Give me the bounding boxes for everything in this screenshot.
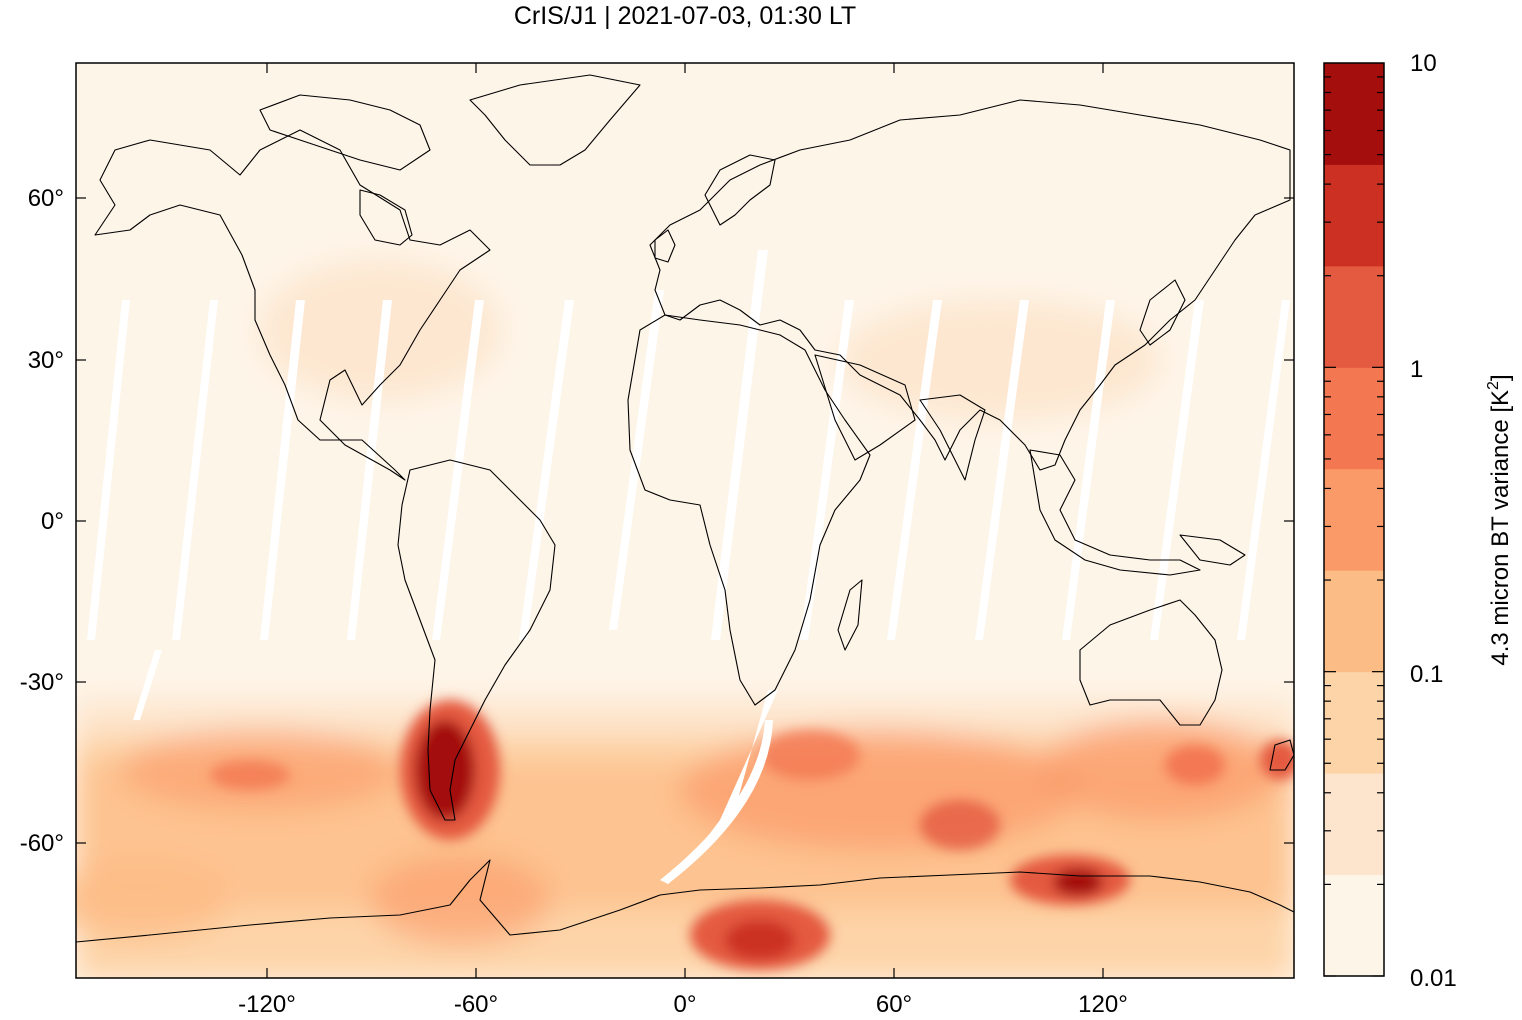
- coastline-new-guinea: [1179, 534, 1246, 566]
- colorbar-tick-label: 0.1: [1410, 661, 1443, 688]
- coastlines: [76, 74, 1294, 943]
- colorbar-swatch: [1324, 63, 1384, 165]
- field-patch-asia: [840, 300, 1160, 420]
- colorbar-label-main: 4.3 micron BT variance [K: [1487, 390, 1514, 666]
- colorbar-tick-label: 10: [1410, 50, 1437, 77]
- colorbar-tick-label: 0.01: [1410, 965, 1457, 992]
- colorbar-swatch: [1324, 468, 1384, 571]
- orbit-gap: [1150, 300, 1204, 640]
- coastline-africa: [627, 314, 871, 706]
- colorbar-label-sup: 2: [1485, 381, 1502, 390]
- variance-hotspots: [210, 700, 1294, 970]
- colorbar-ticks: [1324, 76, 1384, 977]
- field-patch-australia-south: [1040, 720, 1280, 820]
- field-patch-ross-sea: [76, 860, 230, 940]
- lon-tick-label: -60°: [454, 991, 498, 1018]
- coastline-southeast-asia: [1029, 449, 1201, 576]
- coastline-india: [919, 394, 986, 481]
- colorbar-swatch: [1324, 874, 1384, 977]
- longitude-axis: -120° -60° 0° 60° 120°: [238, 991, 1128, 1018]
- lat-tick-label: 60°: [28, 185, 64, 212]
- lon-tick-label: 60°: [876, 991, 912, 1018]
- hotspot-tasmania: [1165, 745, 1225, 785]
- coastline-greenland: [469, 74, 641, 166]
- colorbar-swatch: [1324, 265, 1384, 368]
- colorbar-tick-label: 1: [1410, 356, 1423, 383]
- orbit-gap: [172, 300, 218, 640]
- latitude-axis: 60° 30° 0° -30° -60°: [20, 185, 64, 857]
- orbit-gap: [609, 290, 664, 630]
- orbit-gap: [1062, 300, 1115, 640]
- map-title: CrIS/J1 | 2021-07-03, 01:30 LT: [514, 2, 856, 30]
- map-frame: [75, 62, 1295, 979]
- orbit-gap: [1237, 300, 1290, 640]
- orbit-gap: [519, 300, 574, 640]
- hotspot-40e: [760, 730, 860, 780]
- colorbar: 10 1 0.1 0.01 4.3 micron BT variance [K2…: [1323, 50, 1514, 992]
- colorbar-swatch: [1324, 773, 1384, 876]
- coastline-australia: [1079, 599, 1223, 726]
- hotspot-patagonia: [415, 720, 475, 820]
- coastline-antarctica: [76, 859, 1294, 943]
- coastline-madagascar: [837, 579, 863, 651]
- map-plot-area: [76, 63, 1294, 978]
- colorbar-label-close: ]: [1487, 374, 1514, 381]
- colorbar-swatch: [1324, 367, 1384, 470]
- colorbar-label: 4.3 micron BT variance [K2]: [1485, 374, 1514, 665]
- lat-tick-label: 30°: [28, 347, 64, 374]
- colorbar-swatch: [1324, 570, 1384, 673]
- orbit-gap: [432, 300, 484, 640]
- lon-tick-label: 0°: [674, 991, 697, 1018]
- coastline-north-america: [94, 129, 491, 481]
- orbit-gap: [133, 650, 162, 720]
- colorbar-swatch: [1324, 671, 1384, 774]
- orbit-gap: [887, 300, 942, 640]
- lat-tick-label: -30°: [20, 669, 64, 696]
- coastline-new-zealand: [1269, 739, 1294, 771]
- orbit-gap: [711, 250, 768, 640]
- coastline-hudson-bay: [359, 189, 413, 246]
- colorbar-swatches: [1324, 63, 1384, 977]
- lat-tick-label: -60°: [20, 830, 64, 857]
- lon-tick-label: -120°: [238, 991, 296, 1018]
- coastline-canadian-arctic: [259, 94, 431, 171]
- hotspot-20e: [725, 920, 795, 960]
- coastline-scandinavia: [704, 154, 776, 226]
- orbit-gap-southern: [670, 690, 778, 880]
- orbit-gap: [260, 300, 305, 640]
- hotspot-east-antarctica: [1053, 868, 1103, 896]
- coastline-eurasia: [649, 99, 1291, 471]
- colorbar-swatch: [1324, 164, 1384, 267]
- hotspot-120w: [210, 760, 290, 790]
- colorbar-frame: [1323, 62, 1385, 977]
- hotspot-85e: [920, 800, 1000, 850]
- lon-tick-label: 120°: [1078, 991, 1128, 1018]
- orbit-gap: [800, 300, 854, 640]
- inner-ticks: [76, 63, 1294, 978]
- coastline-british-isles: [654, 229, 676, 263]
- lat-tick-label: 0°: [41, 508, 64, 535]
- coastline-japan: [1139, 279, 1186, 346]
- orbit-gap: [87, 300, 130, 640]
- coastline-south-america: [397, 459, 556, 821]
- orbit-gaps: [87, 250, 1290, 884]
- orbit-gap: [975, 300, 1029, 640]
- coastline-arabia: [814, 354, 916, 461]
- field-patch-weddell: [370, 855, 550, 945]
